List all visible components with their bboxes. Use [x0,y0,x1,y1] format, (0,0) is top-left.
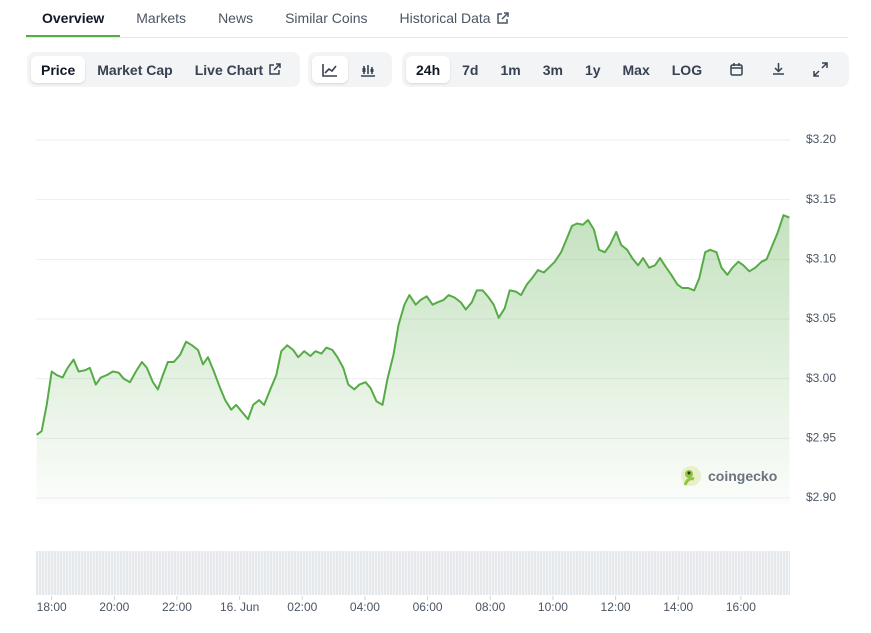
y-tick-label: $3.10 [806,252,836,266]
chart-style-group [308,52,392,87]
divider [26,37,848,38]
x-tick-label: 02:00 [287,600,317,614]
label: 24h [416,61,441,78]
tab[interactable]: News [202,0,269,36]
label: 1y [584,61,601,78]
x-tick-label: 16. Jun [220,600,259,614]
chart-tab[interactable]: Live Chart [185,56,291,83]
y-tick-label: $3.15 [806,192,836,206]
x-tick-label: 16:00 [726,600,756,614]
line-chart-button[interactable] [312,56,348,83]
tab-bar: Overview Markets News Similar Coins Historic… [26,0,525,37]
fullscreen-button[interactable] [802,56,838,83]
calendar-button[interactable] [718,56,754,83]
price-area [36,215,790,504]
label: 7d [462,61,479,78]
tab[interactable]: Overview [26,0,121,37]
icon [361,64,375,77]
volume-bars [36,551,790,595]
tab[interactable]: Markets [120,0,202,36]
label: Max [622,61,650,78]
label: News [218,10,254,26]
label: Market Cap [97,61,173,78]
label: LOG [671,61,703,78]
download-button[interactable] [760,56,796,83]
tab[interactable]: Similar Coins [269,0,383,36]
x-tick-label: 18:00 [37,600,67,614]
y-tick-label: $3.05 [806,311,836,325]
label: Markets [136,10,187,26]
range-group: 24h 7d 1m 3m 1y Max LOG [402,52,849,87]
icon [322,63,337,77]
range-button[interactable]: 24h [406,56,451,83]
label: Price [41,61,76,78]
x-tick-label: 14:00 [663,600,693,614]
watermark-text: coingecko [708,468,778,484]
label: 3m [542,61,563,78]
y-tick-label: $3.20 [806,132,836,146]
tab[interactable]: Historical Data [384,0,525,36]
range-button[interactable]: Max [613,56,660,83]
label: Similar Coins [285,10,368,26]
external-icon [269,63,281,75]
label: 1m [500,61,521,78]
label: Overview [42,9,105,26]
y-tick-label: $2.95 [806,431,836,445]
y-tick-label: $2.90 [806,490,836,504]
external-icon [496,11,509,24]
x-tick-label: 20:00 [99,600,129,614]
range-button[interactable]: LOG [662,56,712,83]
range-button[interactable]: 1m [490,56,530,83]
range-button[interactable]: 3m [533,56,573,83]
price-line [36,214,790,436]
chart-tab-group: Price Market Cap Live Chart [27,52,300,87]
x-tick-label: 12:00 [601,600,631,614]
x-tick-label: 08:00 [475,600,505,614]
label: Historical Data [399,10,491,26]
candle-chart-button[interactable] [350,56,386,83]
chart-tab[interactable]: Price [31,56,86,83]
x-tick-label: 06:00 [413,600,443,614]
range-button[interactable]: 7d [452,56,488,83]
logo [681,466,701,486]
x-tick-label: 22:00 [162,600,192,614]
chart-tab[interactable]: Market Cap [87,56,182,83]
icon [812,62,828,77]
label: Live Chart [194,61,264,78]
range-button[interactable]: 1y [575,56,611,83]
x-tick-label: 10:00 [538,600,568,614]
icon [772,63,784,75]
icon [729,63,743,76]
watermark: coingecko [680,465,777,487]
y-tick-label: $3.00 [806,371,836,385]
x-tick-label: 04:00 [350,600,380,614]
